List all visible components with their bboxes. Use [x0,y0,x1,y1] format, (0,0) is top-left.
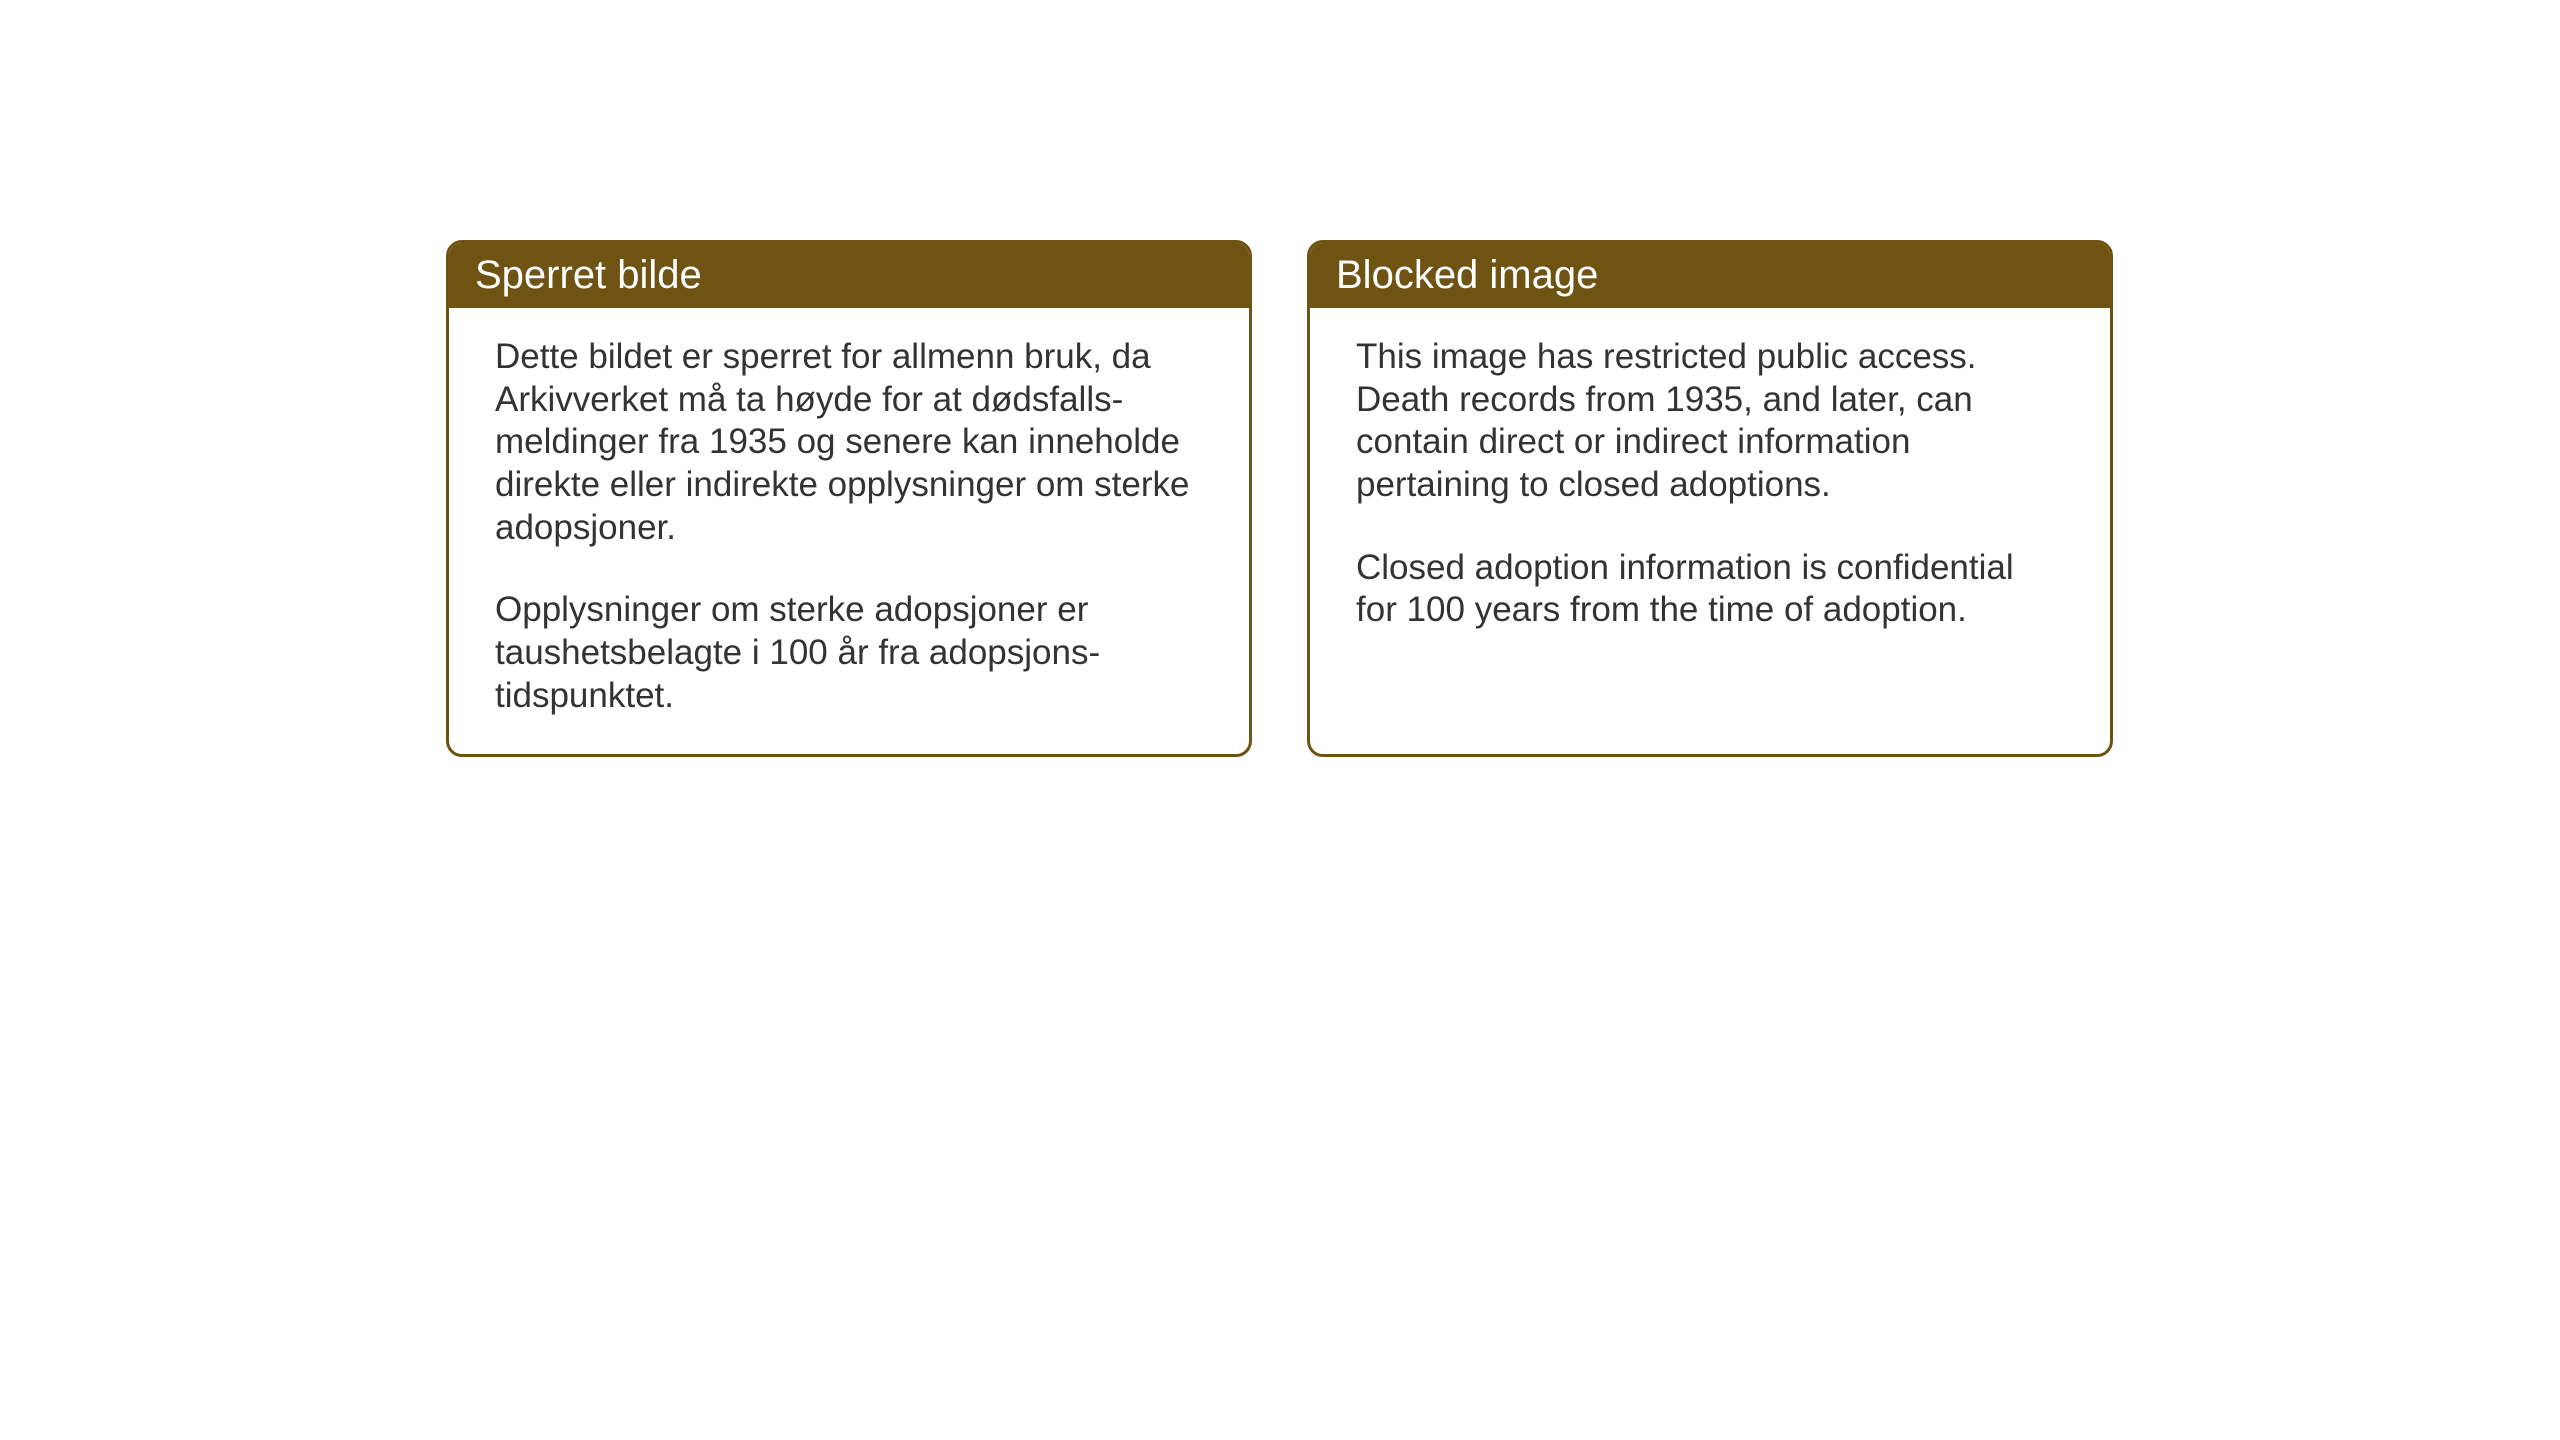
card-body-english: This image has restricted public access.… [1310,308,2110,728]
notice-card-norwegian: Sperret bilde Dette bildet er sperret fo… [446,240,1252,757]
card-header-english: Blocked image [1310,243,2110,308]
notice-paragraph-1: Dette bildet er sperret for allmenn bruk… [495,336,1203,549]
notice-paragraph-2: Opplysninger om sterke adopsjoner er tau… [495,589,1203,717]
card-title: Blocked image [1336,253,1598,297]
card-body-norwegian: Dette bildet er sperret for allmenn bruk… [449,308,1249,754]
notice-paragraph-1: This image has restricted public access.… [1356,336,2064,507]
cards-container: Sperret bilde Dette bildet er sperret fo… [0,0,2560,757]
notice-card-english: Blocked image This image has restricted … [1307,240,2113,757]
card-title: Sperret bilde [475,253,702,297]
card-header-norwegian: Sperret bilde [449,243,1249,308]
notice-paragraph-2: Closed adoption information is confident… [1356,547,2064,632]
